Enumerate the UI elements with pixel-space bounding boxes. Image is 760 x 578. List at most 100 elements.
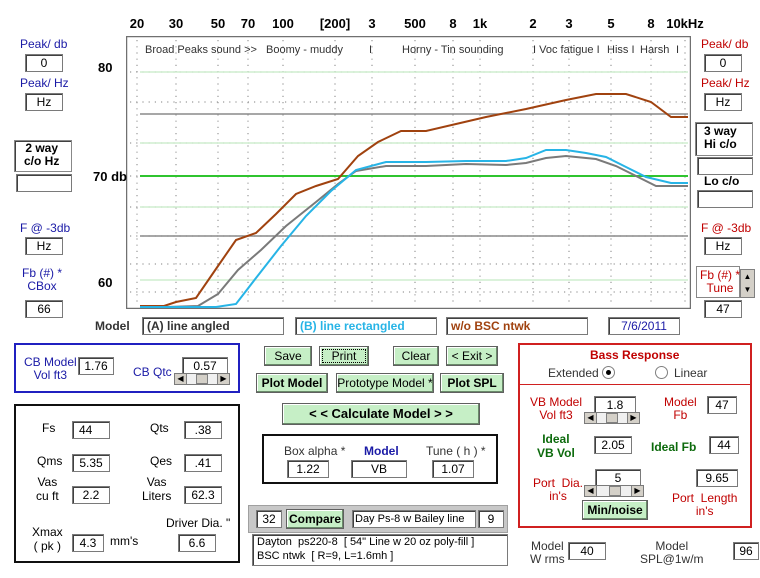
model-c-field[interactable]: w/o BSC ntwk [446,317,588,335]
three-way-label-box [695,122,753,156]
cb-qtc-slider[interactable]: ◀ ▶ [174,373,230,385]
series-line-b [140,149,688,308]
model-fb-label: Model Fb [664,395,697,422]
qes-field[interactable]: .41 [184,454,222,472]
min-noise-button[interactable]: Min/noise [582,500,648,520]
print-button[interactable]: Print [319,346,369,366]
right-fb-field[interactable]: 47 [704,300,742,318]
calculate-model-button[interactable]: < < Calculate Model > > [282,403,480,425]
date-field[interactable]: 7/6/2011 [608,317,680,335]
vas-liters-field[interactable]: 62.3 [184,486,222,504]
three-way-field[interactable] [697,157,753,175]
box-model-panel [262,434,498,484]
model-b-field[interactable]: (B) line rectangled [295,317,437,335]
qms-field[interactable]: 5.35 [72,454,110,472]
model-row-label: Model [95,319,130,333]
bass-response-title: Bass Response [590,348,680,362]
tune-field[interactable]: 1.07 [432,460,474,478]
left-f3-field[interactable]: Hz [25,237,63,255]
freq-tick-label: 500 [404,16,426,31]
qts-field[interactable]: .38 [184,421,222,439]
compare-description[interactable]: Dayton ps220-8 [ 54" Line w 20 oz poly-f… [252,534,508,566]
cb-vol-label: CB Model Vol ft3 [24,355,77,382]
region-label: Broad Peaks sound >> [145,44,257,56]
port-dia-slider[interactable]: ◀ ▶ [584,485,644,497]
model-a-field[interactable]: (A) line angled [142,317,284,335]
region-label: Horny - Tin sounding [402,44,504,56]
right-f3-label: F @ -3db [701,221,752,235]
left-peak-db-label: Peak/ db [20,37,68,51]
db-label-80: 80 [98,60,113,75]
exit-button[interactable]: < Exit > [446,346,498,366]
freq-tick-label: 1k [472,16,488,31]
box-model-label: Model [364,444,399,458]
two-way-field[interactable] [16,174,72,192]
spl-field[interactable]: 96 [733,542,759,560]
xmax-field[interactable]: 4.3 [72,534,104,552]
freq-tick-label: [200] [319,16,351,31]
vb-model-field[interactable]: 1.8 [594,396,636,414]
freq-tick-label: 3 [368,16,376,31]
vas-cuft-field[interactable]: 2.2 [72,486,110,504]
two-way-label-box [14,140,72,172]
freq-tick-label: 8 [449,16,457,31]
compare-button[interactable]: Compare [286,509,344,529]
left-peak-db-field[interactable]: 0 [25,54,63,72]
left-peak-hz-field[interactable]: Hz [25,93,63,111]
box-alpha-label: Box alpha * [284,444,346,458]
fs-label: Fs [42,421,56,435]
extended-label: Extended [548,366,599,380]
vas-liters-label: Vas Liters [142,475,172,503]
three-way-label: 3 way Hi c/o [704,124,737,151]
series-line-a [140,93,688,307]
freq-tick-label: 100 [272,16,294,31]
vas-cuft-label: Vas cu ft [36,475,59,503]
model-fb-field[interactable]: 47 [707,396,737,414]
region-label: Boomy - muddy [266,44,344,56]
extended-radio[interactable] [602,366,615,379]
lo-co-field[interactable] [697,190,753,208]
right-fb-box [696,266,740,298]
cb-qtc-field[interactable]: 0.57 [182,357,228,375]
db-label-60: 60 [98,275,113,290]
box-model-field[interactable]: VB [351,460,407,478]
freq-tick-label: 20 [129,16,145,31]
compare-number-field[interactable]: 32 [256,510,282,528]
ideal-fb-label: Ideal Fb [651,440,697,454]
ideal-vb-field[interactable]: 2.05 [594,436,632,454]
freq-tick-label: 5 [607,16,615,31]
xmax-label: Xmax ( pk ) [32,525,63,553]
freq-tick-label: 70 [240,16,256,31]
xmax-unit: mm's [110,534,139,548]
fs-field[interactable]: 44 [72,421,110,439]
save-button[interactable]: Save [264,346,312,366]
box-alpha-field[interactable]: 1.22 [287,460,329,478]
linear-radio[interactable] [655,366,668,379]
freq-tick-label: 30 [168,16,184,31]
prototype-model-button[interactable]: Prototype Model * [336,373,434,393]
right-f3-field[interactable]: Hz [704,237,742,255]
wrms-label: Model W rms [530,539,565,566]
driver-dia-label: Driver Dia. " [166,516,231,530]
plot-spl-button[interactable]: Plot SPL [440,373,504,393]
compare-number2-field[interactable]: 9 [478,510,504,528]
right-fb-spinner[interactable]: ▲ ▼ [740,269,755,298]
port-length-field[interactable]: 9.65 [696,469,738,487]
ideal-fb-field[interactable]: 44 [709,436,739,454]
right-peak-hz-field[interactable]: Hz [704,93,742,111]
qms-label: Qms [37,454,63,468]
clear-button[interactable]: Clear [393,346,439,366]
right-peak-hz-label: Peak/ Hz [701,76,750,90]
freq-tick-label: 10kHz [666,16,704,31]
vb-model-slider[interactable]: ◀ ▶ [584,412,640,424]
left-fb-field[interactable]: 66 [25,300,63,318]
plot-model-button[interactable]: Plot Model [256,373,328,393]
region-label: Hiss I [607,44,635,56]
cb-vol-field[interactable]: 1.76 [78,357,114,375]
freq-tick-label: 50 [210,16,226,31]
compare-name-field[interactable]: Day Ps-8 w Bailey line [352,510,476,528]
driver-dia-field[interactable]: 6.6 [178,534,216,552]
bass-response-divider [520,384,750,385]
right-peak-db-field[interactable]: 0 [704,54,742,72]
wrms-field[interactable]: 40 [568,542,606,560]
